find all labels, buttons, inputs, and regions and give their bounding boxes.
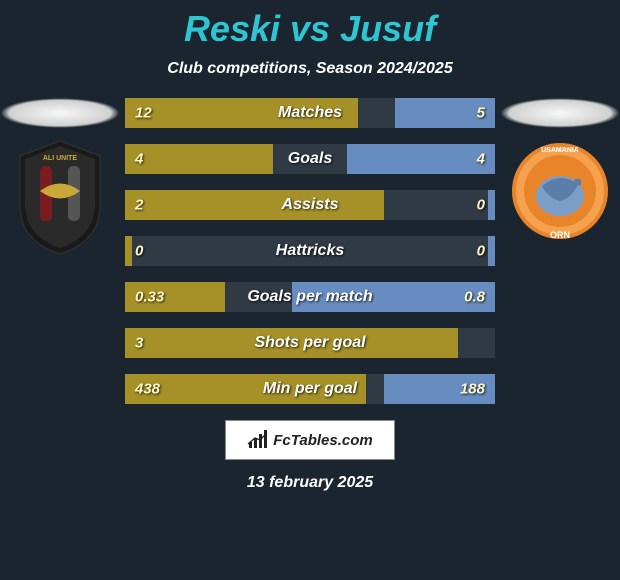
svg-text:ORN: ORN — [550, 230, 570, 240]
stat-row: 12 Matches 5 — [125, 98, 495, 128]
bar-right-fill — [488, 190, 495, 220]
stat-value-right: 4 — [477, 151, 485, 168]
stat-value-right: 0 — [477, 197, 485, 214]
stat-value-left: 2 — [135, 197, 143, 214]
svg-text:ALI UNITE: ALI UNITE — [43, 155, 78, 162]
svg-text:USAMANIA: USAMANIA — [541, 147, 579, 154]
stat-label: Assists — [282, 196, 339, 214]
comparison-panel: ALI UNITE USAMANIA ORN 12 Matches 5 4 G — [0, 98, 620, 404]
bar-left-fill — [125, 236, 132, 266]
stat-value-right: 0.8 — [464, 289, 485, 306]
stat-value-left: 0.33 — [135, 289, 164, 306]
comparison-date: 13 february 2025 — [0, 474, 620, 492]
stat-label: Min per goal — [263, 380, 357, 398]
stat-row: 0 Hattricks 0 — [125, 236, 495, 266]
stat-row: 3 Shots per goal — [125, 328, 495, 358]
crest-right-icon: USAMANIA ORN — [510, 136, 610, 256]
stat-row: 2 Assists 0 — [125, 190, 495, 220]
team-left-badge: ALI UNITE — [0, 98, 120, 261]
platform-ellipse — [0, 98, 120, 128]
stat-bars: 12 Matches 5 4 Goals 4 2 Assists 0 0 Hat… — [125, 98, 495, 404]
bar-left-fill — [125, 190, 384, 220]
stat-row: 438 Min per goal 188 — [125, 374, 495, 404]
chart-icon — [247, 430, 269, 450]
crest-left-icon: ALI UNITE — [10, 136, 110, 256]
stat-value-right: 188 — [460, 381, 485, 398]
stat-value-right: 5 — [477, 105, 485, 122]
stat-label: Matches — [278, 104, 342, 122]
bar-left-fill — [125, 144, 273, 174]
stat-value-left: 438 — [135, 381, 160, 398]
stat-label: Goals per match — [247, 288, 372, 306]
watermark-badge[interactable]: FcTables.com — [225, 420, 395, 460]
stat-label: Goals — [288, 150, 332, 168]
team-right-badge: USAMANIA ORN — [500, 98, 620, 261]
stat-value-left: 0 — [135, 243, 143, 260]
stat-label: Shots per goal — [254, 334, 365, 352]
stat-value-left: 4 — [135, 151, 143, 168]
page-title: Reski vs Jusuf — [0, 0, 620, 50]
stat-value-right: 0 — [477, 243, 485, 260]
stat-label: Hattricks — [276, 242, 344, 260]
watermark-text: FcTables.com — [273, 432, 372, 449]
subtitle: Club competitions, Season 2024/2025 — [0, 60, 620, 78]
stat-value-left: 12 — [135, 105, 152, 122]
platform-ellipse — [500, 98, 620, 128]
stat-row: 4 Goals 4 — [125, 144, 495, 174]
stat-row: 0.33 Goals per match 0.8 — [125, 282, 495, 312]
bar-right-fill — [347, 144, 495, 174]
stat-value-left: 3 — [135, 335, 143, 352]
bar-right-fill — [488, 236, 495, 266]
